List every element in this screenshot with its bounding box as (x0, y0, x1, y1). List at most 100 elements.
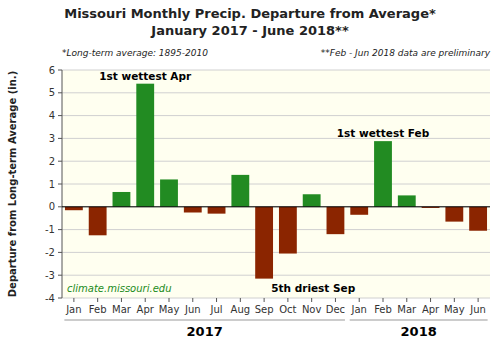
year-label: 2017 (187, 324, 223, 339)
footnote: *Long-term average: 1895-2010 (62, 48, 208, 58)
bar (374, 141, 392, 207)
tick-label: Aug (231, 304, 251, 315)
plot-area (62, 70, 490, 298)
tick-label: Mar (397, 304, 417, 315)
tick-mark (58, 229, 62, 230)
year-bracket (350, 320, 488, 321)
grid-line (62, 252, 490, 253)
tick-label: Jan (65, 304, 81, 315)
bar (327, 207, 345, 234)
grid-line (62, 115, 490, 116)
tick-mark (145, 298, 146, 302)
tick-label: Feb (374, 304, 392, 315)
tick-mark (264, 298, 265, 302)
grid-line (62, 229, 490, 230)
tick-mark (58, 275, 62, 276)
bar (398, 195, 416, 206)
axis-label: Departure from Long-term Average (in.) (7, 71, 18, 297)
tick-label: Feb (89, 304, 107, 315)
title: Missouri Monthly Precip. Departure from … (64, 6, 436, 21)
tick-mark (58, 252, 62, 253)
year-label: 2018 (401, 324, 437, 339)
tick-label: Jul (210, 304, 223, 315)
tick-label: Jan (351, 304, 367, 315)
tick-mark (97, 298, 98, 302)
annotation: 5th driest Sep (271, 282, 355, 294)
watermark: climate.missouri.edu (67, 283, 171, 294)
tick-label: 4 (49, 110, 55, 121)
footnote: **Feb - Jun 2018 data are preliminary (321, 48, 491, 58)
tick-label: Apr (422, 304, 440, 315)
bar (303, 194, 321, 207)
tick-mark (58, 138, 62, 139)
tick-mark (58, 70, 62, 71)
tick-mark (430, 298, 431, 302)
tick-label: Apr (137, 304, 155, 315)
tick-mark (73, 298, 74, 302)
tick-mark (311, 298, 312, 302)
tick-mark (58, 161, 62, 162)
tick-mark (58, 92, 62, 93)
tick-mark (383, 298, 384, 302)
x-axis: Jan Feb Mar Apr May Jun Jul Aug Sep Oct Nov Dec Jan F… (65, 298, 486, 315)
bar (65, 207, 83, 210)
tick-mark (287, 298, 288, 302)
tick-mark (121, 298, 122, 302)
bar (445, 207, 463, 222)
tick-mark (406, 298, 407, 302)
tick-label: 2 (49, 156, 55, 167)
tick-mark (58, 115, 62, 116)
zero-line (62, 206, 490, 207)
axis-line (62, 70, 63, 298)
bar (208, 207, 226, 214)
bar (231, 175, 249, 207)
tick-mark (58, 184, 62, 185)
tick-label: -1 (45, 224, 55, 235)
tick-mark (216, 298, 217, 302)
tick-label: -4 (45, 293, 55, 304)
y-axis: -4-3-2-10123456 (45, 65, 490, 304)
tick-mark (454, 298, 455, 302)
tick-mark (335, 298, 336, 302)
grid-line (62, 275, 490, 276)
tick-label: Mar (112, 304, 132, 315)
grid-line (62, 298, 490, 299)
subtitle: January 2017 - June 2018** (150, 23, 349, 38)
bar (469, 207, 487, 231)
tick-mark (169, 298, 170, 302)
bars (65, 84, 487, 279)
grid-line (62, 184, 490, 185)
tick-mark (240, 298, 241, 302)
bar (89, 207, 107, 236)
bar (255, 207, 273, 279)
tick-mark (359, 298, 360, 302)
tick-label: 3 (49, 133, 55, 144)
tick-label: Jun (469, 304, 486, 315)
tick-label: 1 (49, 179, 55, 190)
bar (160, 179, 178, 206)
tick-label: Oct (279, 304, 296, 315)
annotation: 1st wettest Feb (337, 127, 430, 139)
tick-label: Jun (184, 304, 201, 315)
tick-label: 0 (49, 201, 55, 212)
tick-label: Sep (255, 304, 274, 315)
grid-line (62, 161, 490, 162)
bar (279, 207, 297, 254)
grid-line (62, 92, 490, 93)
tick-label: May (159, 304, 180, 315)
tick-mark (192, 298, 193, 302)
bar (350, 207, 368, 215)
tick-label: Nov (302, 304, 322, 315)
tick-mark (478, 298, 479, 302)
bar (184, 207, 202, 213)
tick-label: 5 (49, 87, 55, 98)
annotation: 1st wettest Apr (99, 70, 192, 82)
bar (113, 192, 131, 207)
tick-label: -2 (45, 247, 55, 258)
tick-label: May (444, 304, 465, 315)
grid-line (62, 206, 490, 207)
bar (136, 84, 154, 207)
year-bracket (64, 320, 345, 321)
chart: Missouri Monthly Precip. Departure from … (0, 0, 500, 360)
tick-label: Dec (326, 304, 345, 315)
